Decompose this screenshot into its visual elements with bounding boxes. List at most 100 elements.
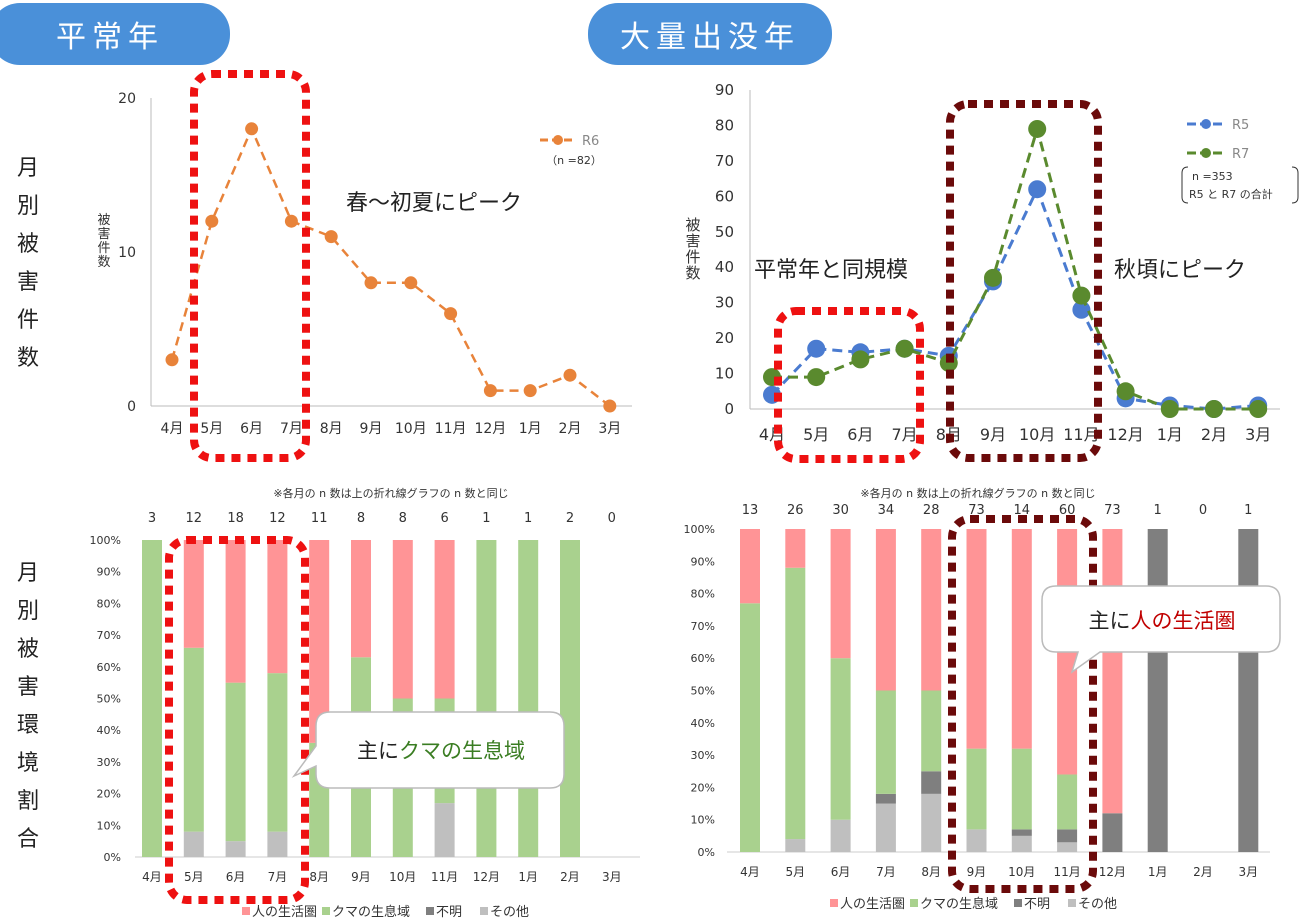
bar-segment-人の生活圏 bbox=[434, 540, 455, 699]
n-count-label: 0 bbox=[1199, 503, 1207, 518]
callout-prefix: 主に bbox=[357, 739, 399, 763]
n-count-label: 11 bbox=[311, 511, 328, 526]
n-count-label: 60 bbox=[1059, 503, 1076, 518]
bar-segment-クマの生息域 bbox=[183, 647, 204, 832]
y-tick-label: 20% bbox=[691, 781, 715, 794]
x-tick-label: 10月 bbox=[1019, 425, 1055, 444]
legend-label: その他 bbox=[490, 905, 529, 919]
y-tick-label: 20 bbox=[715, 329, 734, 347]
bar-segment-人の生活圏 bbox=[740, 529, 760, 604]
n-count-label: 0 bbox=[608, 511, 616, 526]
bar-segment-人の生活圏 bbox=[830, 529, 851, 659]
y-tick-label: 50% bbox=[691, 685, 715, 698]
legend-label: 人の生活圏 bbox=[840, 897, 905, 912]
bar-segment-人の生活圏 bbox=[1011, 529, 1032, 749]
y-tick-label: 0 bbox=[724, 400, 734, 418]
x-tick-label: 8月 bbox=[309, 870, 329, 884]
row-label-char: 境 bbox=[16, 751, 39, 776]
bar-segment-クマの生息域 bbox=[1011, 748, 1032, 830]
data-point bbox=[1116, 382, 1135, 401]
annotation-left: 平常年と同規模 bbox=[754, 258, 908, 283]
row-label-char: 月 bbox=[16, 156, 39, 181]
x-tick-label: 7月 bbox=[280, 421, 303, 437]
x-tick-label: 11月 bbox=[435, 421, 467, 437]
n-count-label: 14 bbox=[1014, 503, 1031, 518]
bar-segment-クマの生息域 bbox=[785, 567, 806, 840]
y-tick-label: 10% bbox=[97, 819, 121, 832]
x-tick-label: 4月 bbox=[142, 870, 162, 884]
bar-segment-その他 bbox=[225, 841, 246, 857]
data-point bbox=[165, 353, 179, 367]
x-tick-label: 12月 bbox=[474, 421, 506, 437]
row-label-char: 合 bbox=[16, 827, 39, 852]
legend-label: 人の生活圏 bbox=[252, 905, 317, 919]
x-tick-label: 6月 bbox=[831, 865, 851, 879]
ylabel-char: 被 bbox=[685, 216, 700, 234]
n-count-label: 3 bbox=[148, 511, 156, 526]
bar-segment-クマの生息域 bbox=[740, 603, 760, 852]
x-tick-label: 12月 bbox=[1107, 425, 1143, 444]
legend-marker bbox=[1201, 119, 1211, 129]
y-tick-label: 90% bbox=[691, 555, 715, 568]
bar-segment-人の生活圏 bbox=[1102, 529, 1123, 814]
callout-text: 主にクマの生息域 bbox=[357, 739, 525, 763]
x-tick-label: 9月 bbox=[351, 870, 371, 884]
bar-segment-その他 bbox=[830, 819, 851, 852]
x-tick-label: 9月 bbox=[967, 865, 987, 879]
x-tick-label: 2月 bbox=[1201, 425, 1227, 444]
bar-segment-人の生活圏 bbox=[351, 540, 371, 658]
data-point bbox=[483, 384, 497, 398]
legend-swatch bbox=[426, 907, 434, 915]
bar-segment-クマの生息域 bbox=[267, 673, 288, 832]
legend-swatch bbox=[480, 907, 488, 915]
y-tick-label: 10 bbox=[715, 365, 734, 383]
x-tick-label: 2月 bbox=[1193, 865, 1213, 879]
legend-note: n =353 bbox=[1192, 170, 1233, 183]
annotation-right: 秋頃にピーク bbox=[1114, 258, 1246, 283]
y-tick-label: 70% bbox=[691, 620, 715, 633]
bar-segment-クマの生息域 bbox=[921, 690, 942, 772]
bar-segment-その他 bbox=[966, 829, 987, 852]
bar-segment-クマの生息域 bbox=[1057, 774, 1078, 830]
n-count-label: 12 bbox=[269, 511, 286, 526]
n-count-label: 2 bbox=[566, 511, 574, 526]
x-tick-label: 12月 bbox=[1099, 865, 1126, 879]
row-label-char: 数 bbox=[16, 346, 39, 371]
x-tick-label: 5月 bbox=[803, 425, 829, 444]
ylabel-char: 件 bbox=[97, 241, 110, 256]
data-point bbox=[807, 368, 826, 387]
y-tick-label: 0% bbox=[104, 851, 121, 864]
ylabel-char: 件 bbox=[685, 248, 700, 266]
y-tick-label: 80% bbox=[97, 597, 121, 610]
row-label-char: 件 bbox=[16, 308, 39, 333]
legend-swatch bbox=[910, 899, 918, 907]
normal-year-pill: 平常年 bbox=[0, 3, 230, 65]
legend-marker bbox=[1201, 148, 1211, 158]
n-count-label: 1 bbox=[482, 511, 490, 526]
y-tick-label: 20 bbox=[118, 91, 136, 107]
legend-note: （n =82） bbox=[546, 154, 602, 167]
y-tick-label: 40% bbox=[691, 717, 715, 730]
row-label-char: 月 bbox=[16, 561, 39, 586]
bar-segment-不明 bbox=[1238, 529, 1259, 852]
x-tick-label: 7月 bbox=[876, 865, 896, 879]
y-tick-label: 80% bbox=[691, 588, 715, 601]
y-tick-label: 70 bbox=[715, 152, 734, 170]
data-point bbox=[245, 122, 259, 136]
bar-segment-その他 bbox=[921, 793, 942, 852]
x-tick-label: 11月 bbox=[1063, 425, 1099, 444]
y-tick-label: 100% bbox=[90, 534, 121, 547]
x-tick-label: 12月 bbox=[473, 870, 500, 884]
callout-text: 主に人の生活圏 bbox=[1089, 609, 1236, 633]
row-label-char: 被 bbox=[16, 232, 39, 257]
row-label-char: 別 bbox=[16, 599, 39, 624]
bar-segment-その他 bbox=[785, 839, 806, 852]
row-label-monthly-environment-ratio: 月別被害環境割合 bbox=[8, 555, 48, 859]
x-tick-label: 7月 bbox=[268, 870, 288, 884]
highlight-box-bar-autumn bbox=[948, 515, 1097, 893]
legend-swatch bbox=[242, 907, 250, 915]
legend-label: 不明 bbox=[436, 905, 462, 919]
ylabel-char: 数 bbox=[97, 255, 110, 270]
